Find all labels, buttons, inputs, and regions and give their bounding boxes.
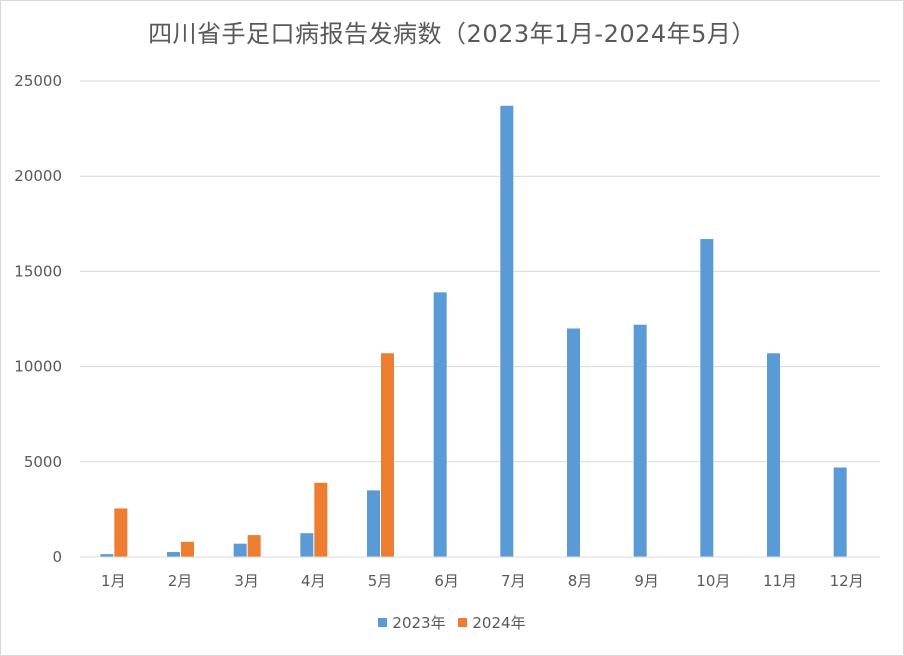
bar-2023年-9月 (633, 324, 647, 557)
y-tick-label: 20000 (14, 167, 62, 185)
legend: 2023年 2024年 (0, 612, 904, 633)
bar-2023年-12月 (833, 467, 847, 557)
bar-2024年-5月 (381, 353, 394, 557)
legend-swatch-2024 (458, 618, 468, 627)
bar-2023年-11月 (767, 353, 780, 557)
legend-item-2024: 2024年 (458, 612, 526, 633)
x-tick-label: 11月 (763, 572, 797, 590)
x-tick-label: 1月 (101, 572, 126, 590)
bar-2024年-4月 (314, 482, 328, 557)
y-axis-ticks: 0 5000 10000 15000 20000 25000 (14, 72, 62, 566)
y-tick-label: 0 (52, 548, 62, 566)
x-tick-label: 6月 (434, 572, 459, 590)
legend-item-2023: 2023年 (378, 612, 446, 633)
x-tick-label: 5月 (368, 572, 393, 590)
legend-label-2024: 2024年 (472, 614, 526, 632)
x-tick-label: 4月 (301, 572, 326, 590)
gridlines (80, 80, 880, 558)
bar-2023年-2月 (167, 552, 180, 557)
x-tick-label: 8月 (568, 572, 593, 590)
bar-2023年-8月 (567, 328, 580, 557)
bar-2024年-3月 (247, 535, 261, 557)
y-tick-label: 5000 (24, 453, 62, 471)
bar-2023年-5月 (367, 490, 380, 557)
chart-title: 四川省手足口病报告发病数（2023年1月-2024年5月） (148, 20, 756, 48)
x-tick-label: 10月 (696, 572, 730, 590)
y-tick-label: 15000 (14, 262, 62, 280)
bars (100, 105, 847, 558)
legend-swatch-2023 (378, 618, 388, 627)
legend-label-2023: 2023年 (392, 614, 446, 632)
bar-2023年-7月 (500, 105, 514, 557)
bar-2023年-3月 (233, 543, 247, 557)
x-tick-label: 9月 (634, 572, 659, 590)
bar-2023年-6月 (433, 292, 447, 557)
bar-2023年-1月 (100, 554, 114, 557)
bar-2023年-4月 (300, 533, 314, 557)
bar-2024年-2月 (181, 541, 194, 557)
x-tick-label: 2月 (168, 572, 193, 590)
y-tick-label: 25000 (14, 72, 62, 90)
x-tick-label: 3月 (234, 572, 259, 590)
x-tick-label: 7月 (501, 572, 526, 590)
bar-2024年-1月 (114, 508, 128, 557)
x-tick-label: 12月 (830, 572, 864, 590)
bar-2023年-10月 (700, 239, 714, 558)
x-axis-ticks: 1月 2月 3月 4月 5月 6月 7月 8月 9月 10月 11月 12月 (80, 556, 880, 590)
y-tick-label: 10000 (14, 358, 62, 376)
